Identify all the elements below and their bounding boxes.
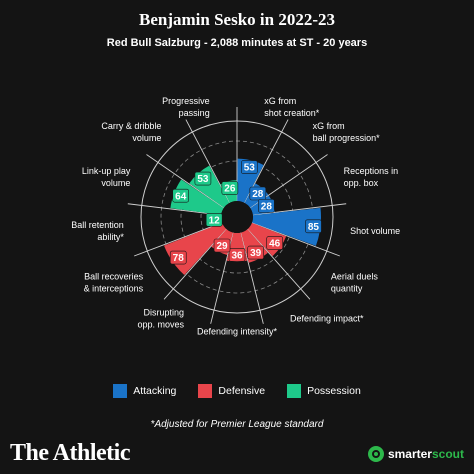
category-label-2: Receptions in opp. box bbox=[344, 166, 399, 188]
grid-spoke-4 bbox=[251, 222, 341, 257]
grid-spoke-9 bbox=[133, 222, 223, 257]
value-label-7: 29 bbox=[216, 241, 228, 252]
chart-title: Benjamin Sesko in 2022-23 bbox=[139, 10, 335, 29]
category-label-line: quantity bbox=[331, 283, 363, 293]
category-label-5: Defending impact* bbox=[290, 313, 364, 323]
category-label-6: Defending intensity* bbox=[197, 327, 278, 337]
category-label-line: Link-up play bbox=[82, 166, 131, 176]
value-label-bg-8 bbox=[169, 250, 187, 265]
value-label-1: 28 bbox=[252, 189, 264, 200]
value-label-3: 85 bbox=[308, 222, 320, 233]
value-label-9: 12 bbox=[209, 215, 221, 226]
value-label-bg-1 bbox=[249, 186, 267, 201]
category-label-11: Carry & dribble volume bbox=[101, 121, 161, 143]
legend-swatch-attacking bbox=[113, 384, 128, 398]
grid-spoke-6 bbox=[240, 232, 264, 324]
legend-label-attacking: Attacking bbox=[133, 385, 177, 397]
legend-swatch-possession bbox=[287, 384, 302, 398]
grid-spoke-5 bbox=[247, 228, 311, 300]
category-label-7: Disrupting opp. moves bbox=[137, 307, 184, 329]
value-label-0: 53 bbox=[244, 163, 256, 174]
category-label-line: xG from bbox=[264, 96, 296, 106]
value-label-bg-3 bbox=[305, 219, 322, 234]
category-label-12: Progressive passing bbox=[162, 96, 210, 118]
value-label-5: 39 bbox=[250, 248, 262, 259]
value-label-bg-7 bbox=[213, 238, 231, 253]
category-label-line: & interceptions bbox=[84, 283, 144, 293]
legend-swatch-defensive bbox=[198, 384, 213, 398]
category-label-8: Ball recoveries & interceptions bbox=[84, 271, 144, 293]
value-label-bg-6 bbox=[228, 248, 246, 262]
provider-logo: smarterscout bbox=[367, 446, 464, 462]
smarterscout-logo-icon bbox=[367, 446, 384, 462]
legend-item-attacking: Attacking bbox=[113, 384, 176, 398]
category-label-line: volume bbox=[132, 133, 161, 143]
category-label-line: Defending intensity* bbox=[197, 327, 278, 337]
category-label-line: volume bbox=[101, 178, 130, 188]
legend-item-possession: Possession bbox=[287, 384, 361, 398]
value-label-8: 78 bbox=[173, 253, 185, 264]
bar-10 bbox=[170, 179, 224, 215]
category-label-line: xG from bbox=[313, 121, 345, 131]
category-label-line: passing bbox=[179, 108, 210, 118]
value-label-bg-5 bbox=[247, 245, 264, 260]
value-label-bg-0 bbox=[241, 160, 258, 174]
legend: Attacking Defensive Possession bbox=[0, 384, 474, 398]
publication-logo: The Athletic bbox=[10, 440, 131, 466]
value-label-bg-9 bbox=[205, 212, 223, 227]
category-label-4: Aerial duels quantity bbox=[331, 271, 379, 293]
category-label-10: Link-up play volume bbox=[82, 166, 131, 188]
category-label-1: xG from ball progression* bbox=[313, 121, 381, 143]
category-label-line: Aerial duels bbox=[331, 271, 379, 281]
legend-label-defensive: Defensive bbox=[218, 385, 266, 397]
category-label-0: xG from shot creation* bbox=[264, 96, 320, 118]
value-label-12: 26 bbox=[224, 184, 236, 195]
value-label-11: 53 bbox=[197, 174, 209, 185]
category-label-line: Defending impact* bbox=[290, 313, 364, 323]
grid-spoke-3 bbox=[252, 203, 347, 216]
category-label-line: Progressive bbox=[162, 96, 210, 106]
category-label-line: Receptions in bbox=[344, 166, 399, 176]
value-label-bg-12 bbox=[221, 181, 239, 195]
category-label-line: Ball recoveries bbox=[84, 271, 144, 281]
category-label-line: Carry & dribble bbox=[101, 121, 161, 131]
category-label-line: Ball retention bbox=[71, 220, 124, 230]
category-label-line: ball progression* bbox=[313, 133, 381, 143]
provider-name: smarterscout bbox=[388, 447, 464, 461]
category-label-line: opp. box bbox=[344, 178, 379, 188]
grid-spoke-10 bbox=[127, 203, 222, 216]
value-label-2: 28 bbox=[261, 201, 273, 212]
center-hole bbox=[221, 201, 253, 233]
value-label-bg-10 bbox=[172, 188, 190, 203]
value-label-10: 64 bbox=[175, 191, 187, 202]
legend-item-defensive: Defensive bbox=[198, 384, 265, 398]
category-label-line: Shot volume bbox=[350, 226, 400, 236]
provider-suffix: scout bbox=[431, 447, 464, 461]
value-label-bg-11 bbox=[194, 171, 212, 186]
category-label-9: Ball retention ability* bbox=[71, 220, 124, 242]
legend-label-possession: Possession bbox=[307, 385, 361, 397]
bar-3 bbox=[252, 207, 321, 246]
footnote: *Adjusted for Premier League standard bbox=[150, 419, 324, 430]
category-label-line: opp. moves bbox=[137, 319, 184, 329]
category-label-line: shot creation* bbox=[264, 108, 320, 118]
category-label-line: Disrupting bbox=[143, 307, 184, 317]
category-label-3: Shot volume bbox=[350, 226, 400, 236]
provider-prefix: smarter bbox=[387, 447, 432, 461]
chart-subtitle: Red Bull Salzburg - 2,088 minutes at ST … bbox=[106, 37, 368, 49]
value-label-bg-4 bbox=[266, 236, 283, 250]
category-label-line: ability* bbox=[97, 232, 124, 242]
grid-spoke-11 bbox=[146, 154, 225, 209]
value-label-4: 46 bbox=[269, 239, 281, 250]
value-label-6: 36 bbox=[231, 250, 243, 261]
value-label-bg-2 bbox=[258, 199, 275, 213]
